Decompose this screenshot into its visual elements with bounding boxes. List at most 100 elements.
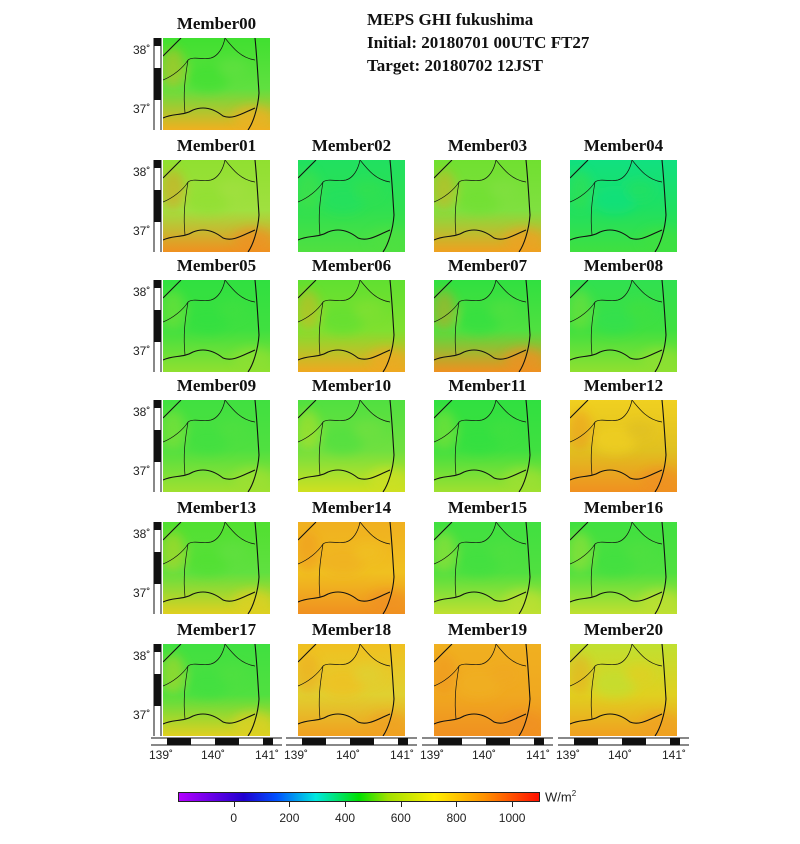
ghi-map: [434, 522, 541, 614]
member-title: Member11: [448, 376, 527, 395]
coastline-borders: [163, 644, 260, 736]
coastline-borders: [298, 160, 395, 252]
coastline-borders: [434, 280, 531, 372]
member-title: Member17: [176, 620, 257, 639]
lat-label-37: 37˚: [133, 586, 151, 600]
lat-label-37: 37˚: [133, 224, 151, 238]
coastline-borders: [570, 522, 667, 614]
member-title: Member19: [447, 620, 528, 639]
lat-label-37: 37˚: [133, 464, 151, 478]
member-title: Member07: [447, 256, 528, 275]
member-title: Member01: [176, 136, 257, 155]
lon-label: 139˚: [556, 748, 581, 762]
colorbar: [178, 792, 540, 802]
member-title: Member04: [583, 136, 664, 155]
target-time: Target: 20180702 12JST: [367, 56, 543, 75]
colorbar-unit: W/m2: [545, 789, 576, 804]
coastline-borders: [298, 400, 395, 492]
coastline-borders: [298, 280, 395, 372]
coastline-borders: [570, 400, 667, 492]
ghi-map: [153, 38, 270, 130]
unit-superscript: 2: [571, 789, 577, 798]
lon-label: 141˚: [390, 748, 415, 762]
lon-axis: [151, 737, 282, 746]
colorbar-tick-label: 600: [390, 811, 411, 825]
coastline-borders: [163, 160, 260, 252]
lat-label-38: 38˚: [133, 527, 151, 541]
member-title: Member13: [176, 498, 257, 517]
lat-label-38: 38˚: [133, 649, 151, 663]
member-title: Member10: [311, 376, 392, 395]
colorbar-tick: [456, 802, 458, 807]
member-title: Member16: [583, 498, 664, 517]
member-title: Member08: [583, 256, 664, 275]
ghi-map: [570, 522, 677, 614]
colorbar-tick: [345, 802, 347, 807]
coastline-borders: [163, 400, 260, 492]
member-title: Member20: [583, 620, 664, 639]
ghi-map: [570, 160, 677, 252]
coastline-borders: [434, 400, 531, 492]
coastline-borders: [298, 522, 395, 614]
ghi-map: [153, 522, 270, 614]
ghi-map: [298, 280, 405, 372]
lon-label: 140˚: [336, 748, 361, 762]
ghi-map: [570, 280, 677, 372]
unit-text: W/m: [545, 789, 572, 805]
colorbar-tick-label: 200: [279, 811, 300, 825]
coastline-borders: [163, 38, 260, 130]
colorbar-tick: [289, 802, 291, 807]
lon-label: 140˚: [201, 748, 226, 762]
member-title: Member02: [311, 136, 392, 155]
ghi-map: [570, 400, 677, 492]
member-title: Member14: [311, 498, 392, 517]
lon-label: 141˚: [255, 748, 280, 762]
ghi-map: [298, 160, 405, 252]
colorbar-tick: [512, 802, 514, 807]
lat-label-37: 37˚: [133, 344, 151, 358]
lat-label-38: 38˚: [133, 285, 151, 299]
ghi-map: [153, 280, 270, 372]
lat-label-37: 37˚: [133, 708, 151, 722]
member-title: Member15: [447, 498, 528, 517]
lon-label: 140˚: [608, 748, 633, 762]
lon-label: 141˚: [662, 748, 687, 762]
lon-axis: [422, 737, 553, 746]
ghi-map: [298, 400, 405, 492]
lat-label-37: 37˚: [133, 102, 151, 116]
initial-time: Initial: 20180701 00UTC FT27: [367, 33, 590, 52]
lat-label-38: 38˚: [133, 43, 151, 57]
member-title: Member09: [176, 376, 257, 395]
colorbar-tick-label: 1000: [498, 811, 526, 825]
member-title: Member05: [176, 256, 257, 275]
coastline-borders: [434, 160, 531, 252]
member-title: Member18: [311, 620, 392, 639]
ghi-map: [434, 280, 541, 372]
coastline-borders: [570, 160, 667, 252]
coastline-borders: [434, 522, 531, 614]
ghi-map: [434, 644, 541, 736]
colorbar-tick-label: 400: [335, 811, 356, 825]
ghi-map: [298, 644, 405, 736]
ghi-map: [298, 522, 405, 614]
lon-label: 139˚: [420, 748, 445, 762]
ghi-map: [153, 160, 270, 252]
lon-label: 141˚: [526, 748, 551, 762]
lon-label: 139˚: [149, 748, 174, 762]
ghi-map: [153, 400, 270, 492]
ghi-map: [153, 644, 270, 736]
lat-label-38: 38˚: [133, 405, 151, 419]
figure-title: MEPS GHI fukushima: [367, 10, 534, 29]
member-title: Member00: [176, 14, 257, 33]
member-title: Member03: [447, 136, 528, 155]
ghi-map: [570, 644, 677, 736]
coastline-borders: [434, 644, 531, 736]
coastline-borders: [163, 522, 260, 614]
lat-label-38: 38˚: [133, 165, 151, 179]
lon-axis: [286, 737, 417, 746]
colorbar-tick: [400, 802, 402, 807]
ghi-map: [434, 400, 541, 492]
lon-label: 140˚: [472, 748, 497, 762]
coastline-borders: [570, 280, 667, 372]
